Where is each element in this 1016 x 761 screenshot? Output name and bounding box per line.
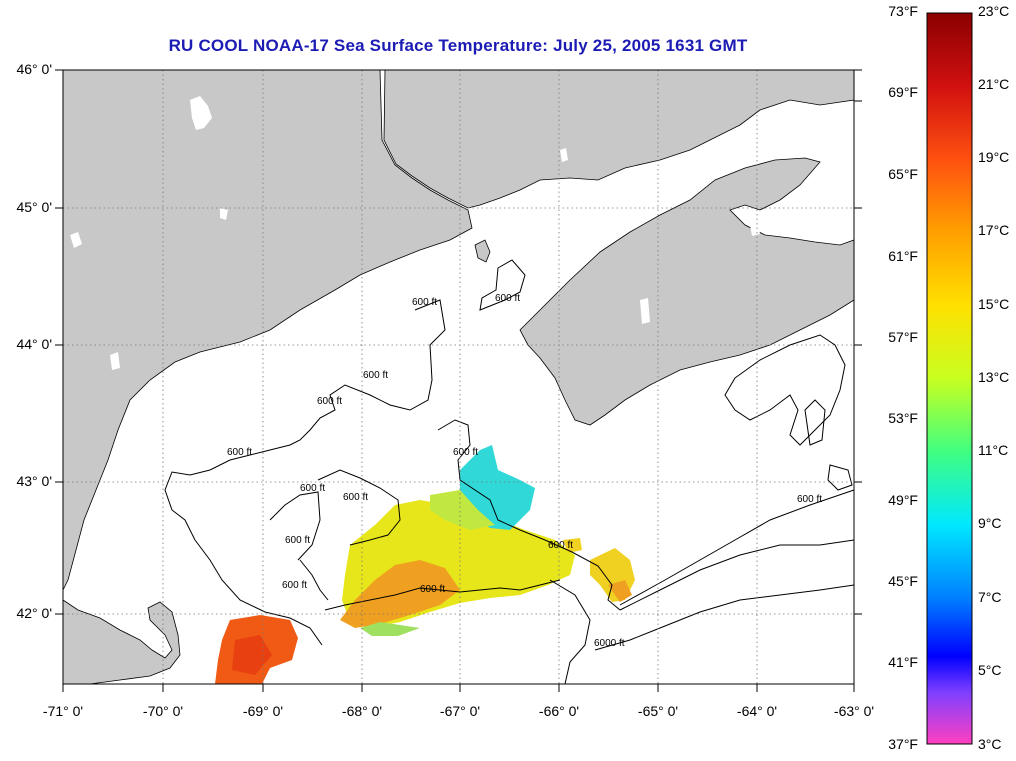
contour-label: 600 ft [420, 584, 446, 595]
lon-label: -71° 0' [42, 703, 84, 719]
sst-west-dark [232, 635, 272, 675]
lat-label: 46° 0' [16, 61, 52, 77]
contour-label: 600 ft [285, 535, 311, 546]
contour-label: 600 ft [282, 580, 308, 591]
bathymetry-contours [164, 259, 855, 685]
contour-label: 600 ft [343, 492, 369, 503]
colorbar-c-label: 17°C [978, 222, 1010, 238]
contour-label: 600 ft [412, 297, 438, 308]
contour-label: 600 ft [797, 494, 823, 505]
lon-label: -64° 0' [736, 703, 778, 719]
lon-label: -65° 0' [637, 703, 679, 719]
contour-label: 600 ft [317, 396, 343, 407]
lon-label: -70° 0' [142, 703, 184, 719]
colorbar-f-label: 45°F [888, 573, 918, 589]
lakes [70, 96, 760, 370]
lat-label: 43° 0' [16, 473, 52, 489]
lat-label: 44° 0' [16, 336, 52, 352]
lon-label: -66° 0' [538, 703, 580, 719]
colorbar-f-label: 37°F [888, 736, 918, 752]
contour-label: 600 ft [227, 447, 253, 458]
lon-label: -69° 0' [242, 703, 284, 719]
sst-east-orange [608, 580, 632, 602]
colorbar-c-label: 11°C [978, 442, 1009, 458]
lat-label: 42° 0' [16, 605, 52, 621]
contour-label: 600 ft [495, 293, 521, 304]
colorbar-c-label: 3°C [978, 736, 1002, 752]
colorbar-f-label: 73°F [888, 3, 918, 19]
sst-speck [563, 538, 582, 553]
lon-label: -63° 0' [833, 703, 875, 719]
land-massachusetts [62, 599, 181, 685]
colorbar-c-label: 21°C [978, 76, 1010, 92]
sst-cyan [460, 445, 535, 530]
contour-label: 600 ft [548, 540, 574, 551]
colorbar-c-label: 13°C [978, 369, 1010, 385]
sst-yellow-green [430, 490, 495, 530]
colorbar-f-label: 69°F [888, 84, 918, 100]
colorbar-f-label: 61°F [888, 248, 918, 264]
lon-label: -67° 0' [439, 703, 481, 719]
colorbar-c-label: 9°C [978, 515, 1002, 531]
land-nova-scotia [519, 157, 855, 426]
colorbar-f-label: 65°F [888, 166, 918, 182]
colorbar-c-label: 23°C [978, 3, 1010, 19]
land-grand-manan [474, 239, 491, 263]
contour-label: 600 ft [300, 483, 326, 494]
sst-greenish [360, 622, 420, 636]
colorbar-c-label: 15°C [978, 296, 1010, 312]
colorbar-c-label: 19°C [978, 149, 1010, 165]
map-title: RU COOL NOAA-17 Sea Surface Temperature:… [168, 36, 748, 55]
land-new-england [62, 69, 473, 591]
land-new-brunswick [383, 69, 855, 209]
colorbar-f-label: 49°F [888, 492, 918, 508]
lon-label: -68° 0' [341, 703, 383, 719]
contour-label: 600 ft [453, 447, 479, 458]
lat-label: 45° 0' [16, 199, 52, 215]
colorbar-c-label: 7°C [978, 589, 1002, 605]
colorbar-c-label: 5°C [978, 662, 1002, 678]
contour-label: 6000 ft [594, 638, 625, 649]
colorbar-f-label: 53°F [888, 410, 918, 426]
colorbar-f-label: 57°F [888, 329, 918, 345]
contour-label: 600 ft [363, 370, 389, 381]
map-frame [55, 69, 862, 692]
colorbar-f-label: 41°F [888, 654, 918, 670]
land-masses [62, 69, 855, 685]
colorbar-gradient [926, 12, 973, 745]
graticule [63, 70, 854, 684]
